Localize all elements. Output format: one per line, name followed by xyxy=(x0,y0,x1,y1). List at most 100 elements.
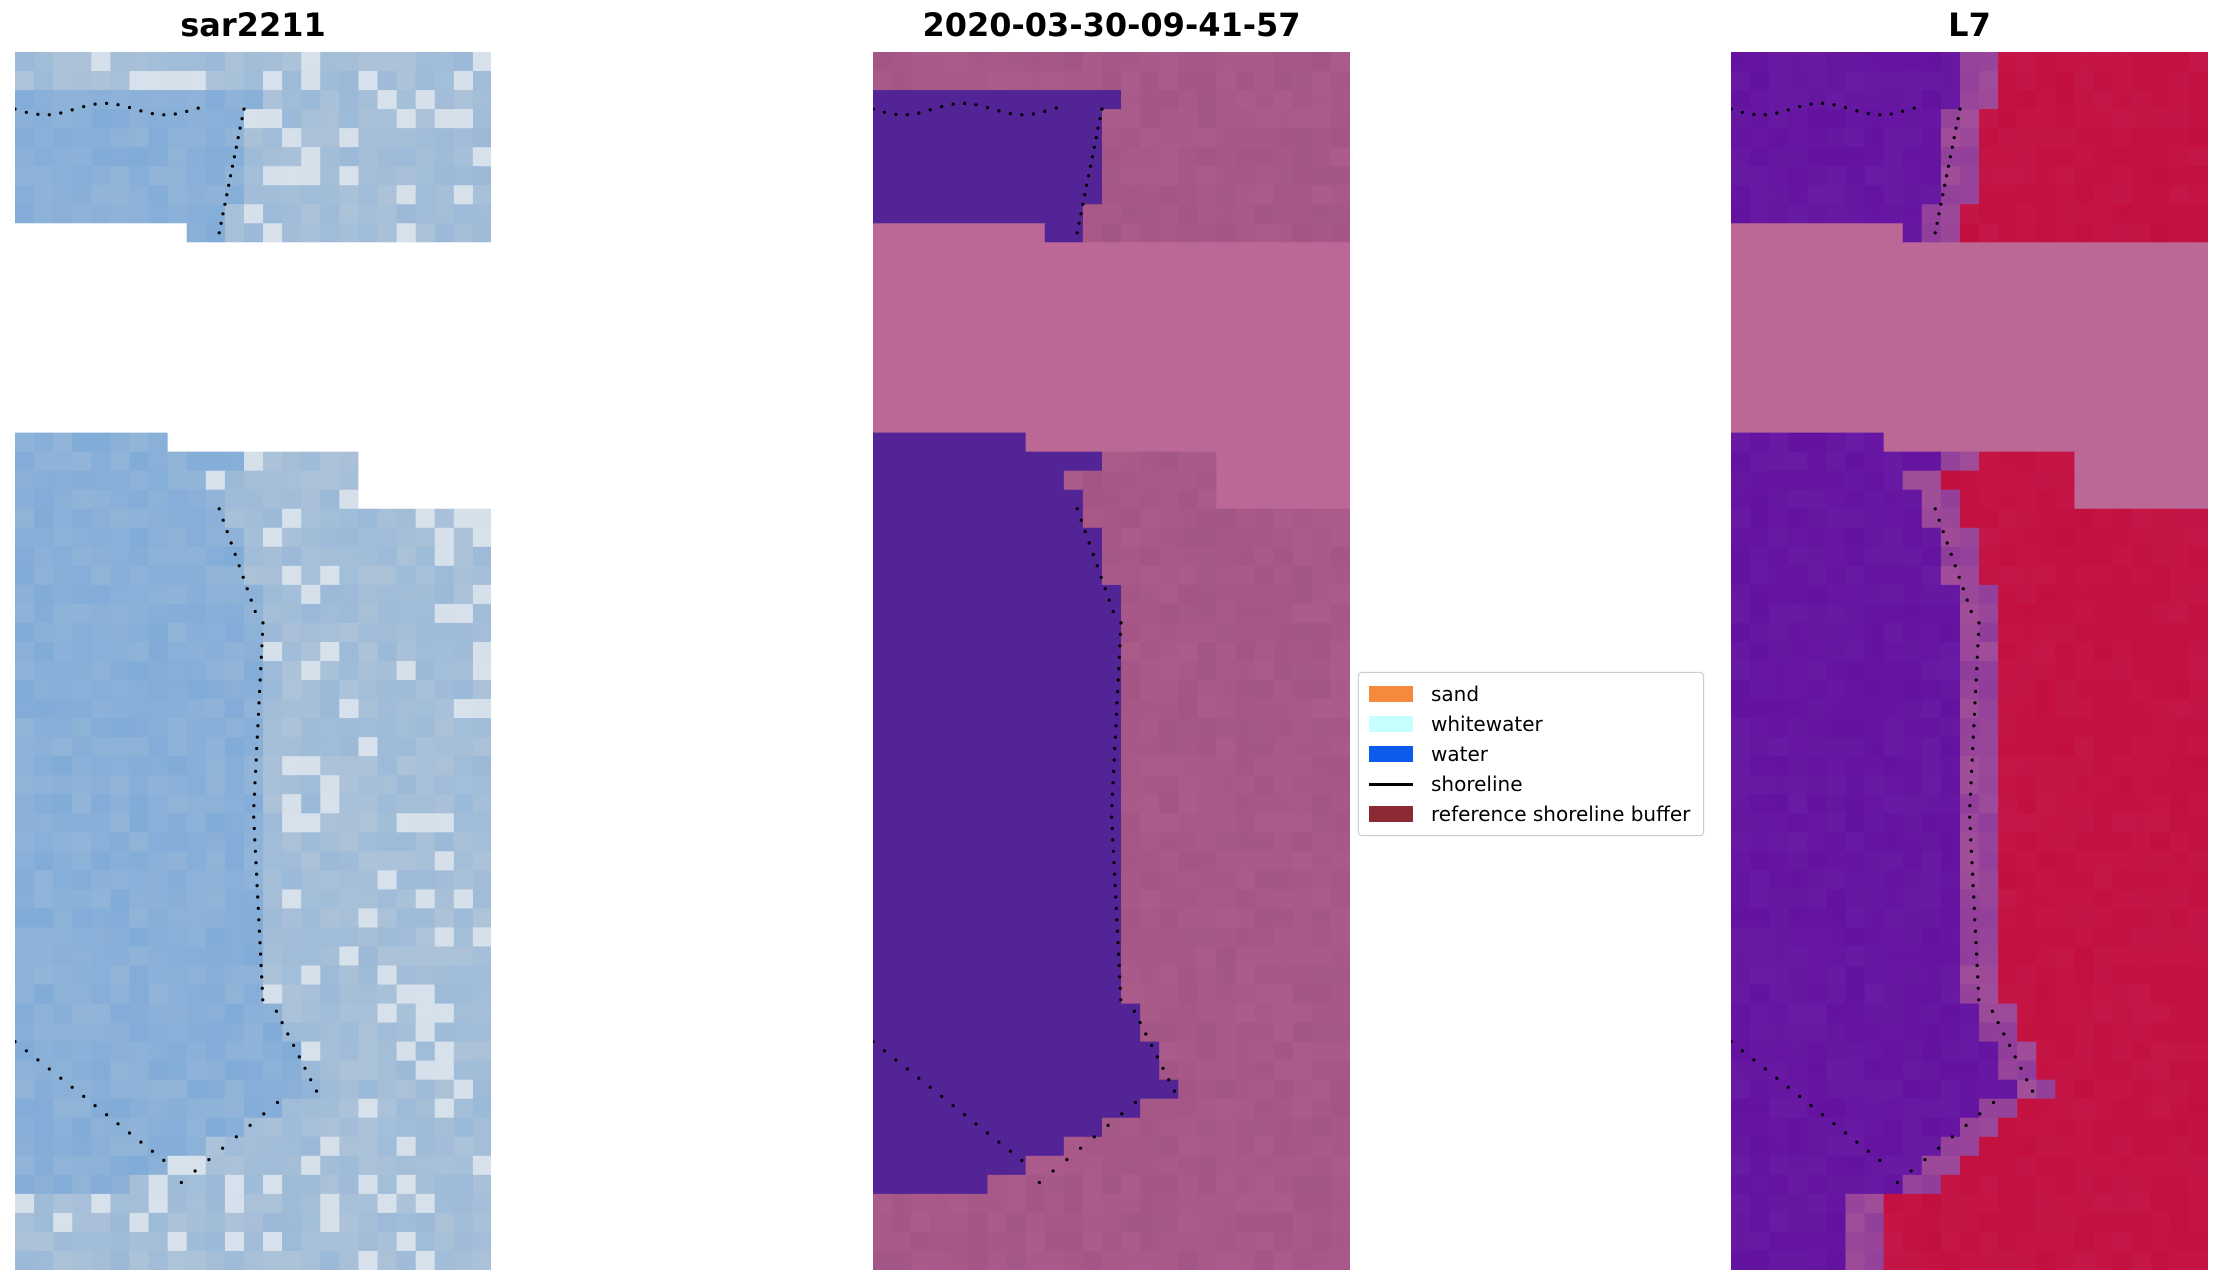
image-pixel xyxy=(1044,946,1065,967)
image-pixel xyxy=(320,965,340,986)
image-pixel xyxy=(53,775,73,795)
image-pixel xyxy=(1902,185,1923,205)
image-pixel xyxy=(396,622,417,643)
image-pixel xyxy=(892,394,912,415)
image-pixel xyxy=(1998,527,2018,548)
image-pixel xyxy=(1178,908,1198,929)
image-pixel xyxy=(72,242,92,262)
image-pixel xyxy=(987,1193,1008,1214)
image-pixel xyxy=(2150,470,2171,491)
image-pixel xyxy=(148,889,169,910)
image-pixel xyxy=(2093,870,2114,890)
image-pixel xyxy=(224,1212,245,1233)
image-pixel xyxy=(1807,699,1827,719)
image-pixel xyxy=(339,1193,360,1214)
image-pixel xyxy=(892,603,912,624)
image-pixel xyxy=(224,1193,245,1214)
image-pixel xyxy=(148,299,169,320)
image-pixel xyxy=(167,1041,188,1062)
image-pixel xyxy=(930,813,950,833)
image-pixel xyxy=(1864,756,1885,776)
image-pixel xyxy=(1959,109,1980,129)
image-pixel xyxy=(911,1003,931,1024)
image-pixel xyxy=(1063,680,1084,700)
image-pixel xyxy=(2074,356,2095,377)
image-pixel xyxy=(1311,394,1332,415)
image-pixel xyxy=(358,832,379,852)
image-pixel xyxy=(282,90,302,110)
image-pixel xyxy=(415,375,436,396)
image-pixel xyxy=(1750,908,1770,929)
image-pixel xyxy=(15,794,35,814)
image-pixel xyxy=(243,356,264,377)
image-pixel xyxy=(282,1117,302,1138)
image-pixel xyxy=(1140,299,1160,320)
image-pixel xyxy=(53,584,73,605)
image-pixel xyxy=(53,432,73,453)
image-pixel xyxy=(186,641,207,662)
image-pixel xyxy=(1979,775,1999,795)
image-pixel xyxy=(263,889,283,910)
image-pixel xyxy=(1273,451,1294,472)
image-pixel xyxy=(1769,90,1789,110)
image-pixel xyxy=(15,223,35,243)
image-pixel xyxy=(949,413,969,434)
image-pixel xyxy=(1292,584,1313,605)
image-pixel xyxy=(167,299,188,320)
image-pixel xyxy=(1864,1079,1885,1100)
image-pixel xyxy=(396,1174,417,1195)
image-pixel xyxy=(1940,851,1961,871)
image-pixel xyxy=(1921,128,1942,148)
image-pixel xyxy=(1921,794,1942,814)
image-pixel xyxy=(987,280,1008,301)
image-pixel xyxy=(968,90,989,110)
image-pixel xyxy=(415,718,436,738)
image-pixel xyxy=(2093,356,2114,377)
image-pixel xyxy=(1979,565,1999,586)
image-pixel xyxy=(282,1060,302,1081)
image-pixel xyxy=(987,185,1008,205)
image-pixel xyxy=(34,737,54,757)
image-pixel xyxy=(1998,1193,2018,1214)
image-pixel xyxy=(415,242,436,262)
image-pixel xyxy=(2036,832,2056,852)
image-pixel xyxy=(1159,527,1179,548)
image-pixel xyxy=(892,1174,912,1195)
image-pixel xyxy=(1178,889,1198,910)
image-pixel xyxy=(1216,756,1237,776)
image-pixel xyxy=(2112,90,2133,110)
image-pixel xyxy=(2169,71,2190,91)
image-pixel xyxy=(1883,794,1904,814)
image-pixel xyxy=(396,584,417,605)
image-pixel xyxy=(339,1212,360,1233)
shoreline-point xyxy=(1054,106,1058,110)
image-pixel xyxy=(930,699,950,719)
image-pixel xyxy=(2055,927,2076,948)
image-pixel xyxy=(1750,1041,1770,1062)
image-pixel xyxy=(873,927,893,948)
image-pixel xyxy=(1063,1231,1084,1252)
image-pixel xyxy=(2036,223,2056,243)
image-pixel xyxy=(1731,185,1751,205)
image-pixel xyxy=(1159,470,1179,491)
image-pixel xyxy=(110,641,131,662)
image-pixel xyxy=(2093,794,2114,814)
image-pixel xyxy=(358,508,379,529)
image-pixel xyxy=(282,927,302,948)
image-pixel xyxy=(873,699,893,719)
image-pixel xyxy=(339,508,360,529)
image-pixel xyxy=(186,337,207,358)
image-pixel xyxy=(434,128,455,148)
image-pixel xyxy=(2169,699,2190,719)
image-pixel xyxy=(968,432,989,453)
image-pixel xyxy=(110,1117,131,1138)
image-pixel xyxy=(1902,661,1923,681)
image-pixel xyxy=(930,965,950,986)
image-pixel xyxy=(2112,851,2133,871)
image-pixel xyxy=(2093,851,2114,871)
image-pixel xyxy=(1140,1098,1160,1119)
image-pixel xyxy=(129,641,150,662)
image-pixel xyxy=(930,71,950,91)
image-pixel xyxy=(15,527,35,548)
image-pixel xyxy=(2093,375,2114,396)
